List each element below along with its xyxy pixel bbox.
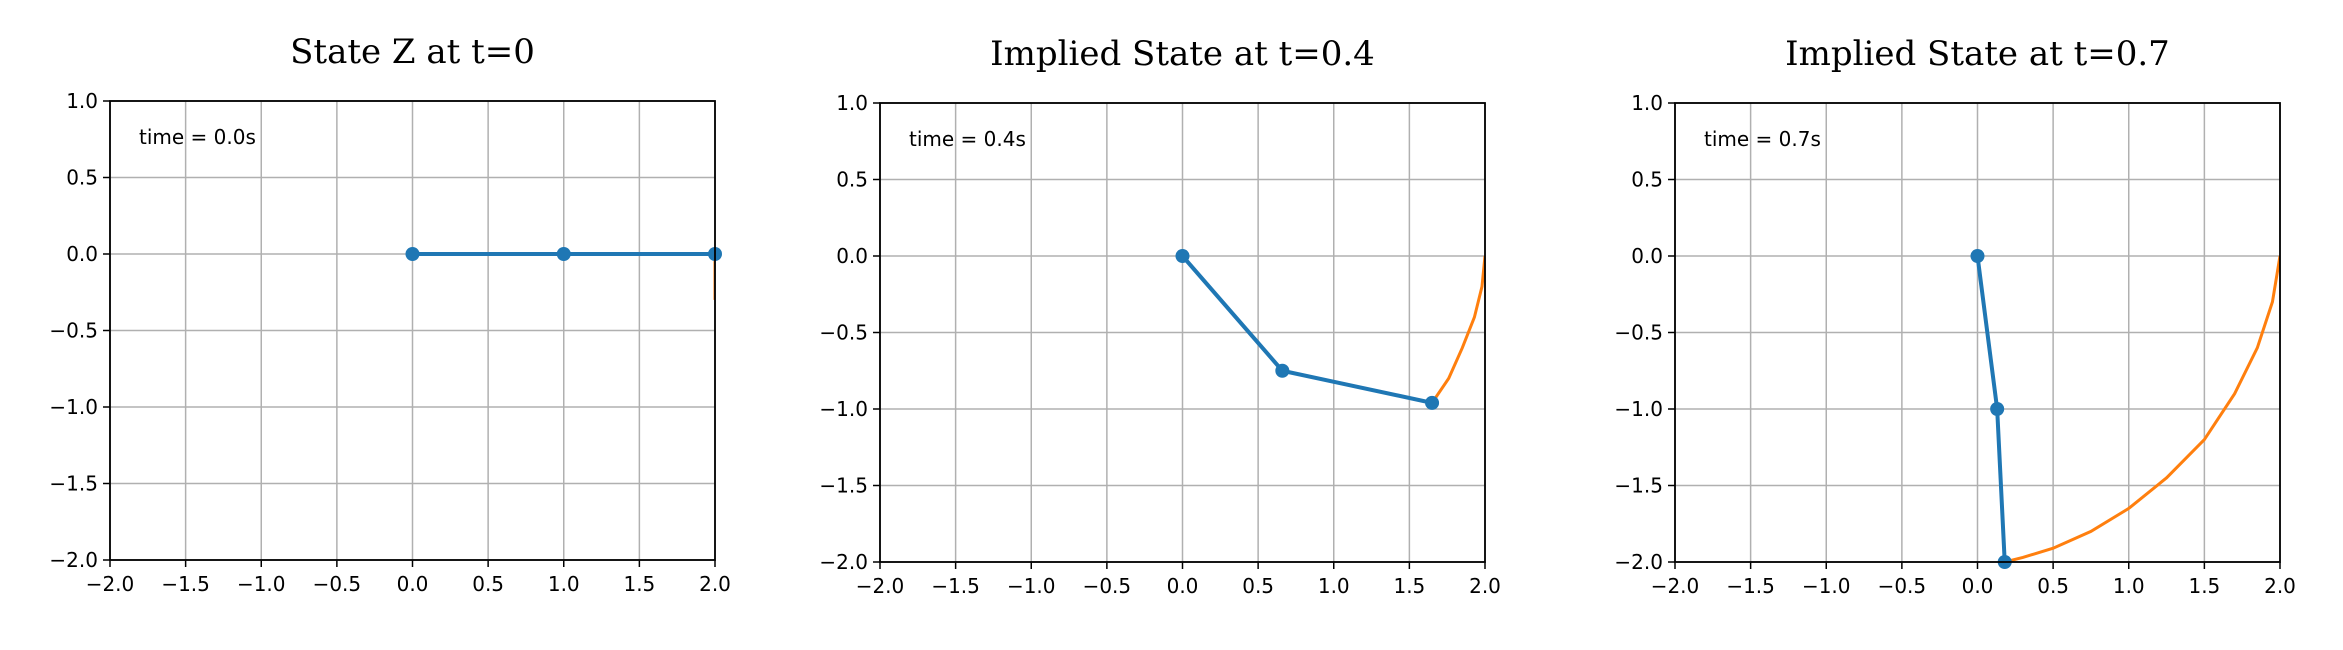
y-tick-label: −1.5	[1614, 474, 1663, 498]
y-tick-label: −0.5	[819, 321, 868, 345]
x-tick-label: 0.5	[472, 572, 504, 596]
y-tick-label: −1.5	[49, 472, 98, 496]
chart-panel-1: −2.0 −1.5 −1.0 −0.5 0.0 0.5 1.0 1.5 2.0 1.0 0.5 0.0…	[49, 32, 730, 596]
time-annotation: time = 0.7s	[1704, 127, 1821, 151]
axes-frame	[109, 100, 716, 561]
chart-panel-3: −2.0 −1.5 −1.0 −0.5 0.0 0.5 1.0 1.5 2.0 1.0 0.5 0.0…	[1614, 34, 2295, 598]
y-tick-label: 0.5	[66, 166, 98, 190]
y-tick-label: 1.0	[66, 89, 98, 113]
x-tick-label: 1.0	[1318, 574, 1350, 598]
y-tick-label: −2.0	[1614, 550, 1663, 574]
y-tick-label: −0.5	[1614, 321, 1663, 345]
axes-frame	[879, 102, 1486, 563]
y-tick-label: −1.0	[819, 397, 868, 421]
x-tick-label: 2.0	[699, 572, 731, 596]
x-tick-label: −2.0	[1651, 574, 1700, 598]
y-tick-label: 0.0	[836, 244, 868, 268]
x-tick-label: −1.5	[931, 574, 980, 598]
x-tick-label: 1.0	[548, 572, 580, 596]
x-tick-label: 0.5	[2037, 574, 2069, 598]
x-tick-label: −0.5	[313, 572, 362, 596]
chart-title: State Z at t=0	[290, 32, 535, 72]
y-tick-label: 0.5	[1631, 168, 1663, 192]
time-annotation: time = 0.0s	[139, 125, 256, 149]
x-tick-label: 0.0	[1962, 574, 1994, 598]
x-tick-label: 1.0	[2113, 574, 2145, 598]
x-tick-label: −1.5	[1726, 574, 1775, 598]
chart-panel-2: −2.0 −1.5 −1.0 −0.5 0.0 0.5 1.0 1.5 2.0 1.0 0.5 0.0…	[819, 34, 1500, 598]
y-tick-label: −2.0	[819, 550, 868, 574]
arm-joint-point	[556, 247, 571, 261]
x-tick-label: 0.0	[397, 572, 429, 596]
arm-joint-point	[1990, 402, 2005, 416]
x-tick-label: −1.5	[161, 572, 210, 596]
x-tick-label: −2.0	[86, 572, 135, 596]
y-tick-label: 1.0	[1631, 91, 1663, 115]
x-tick-label: −1.0	[237, 572, 286, 596]
y-tick-label: 0.5	[836, 168, 868, 192]
trace-line	[1430, 255, 1485, 404]
arm-line	[1180, 254, 1433, 405]
y-tick-label: 1.0	[836, 91, 868, 115]
x-tick-label: −1.0	[1802, 574, 1851, 598]
chart-title: Implied State at t=0.4	[990, 34, 1375, 74]
arm-joint-point	[1970, 249, 1985, 263]
arm-joint-point	[1425, 395, 1440, 410]
chart-title: Implied State at t=0.7	[1785, 34, 2170, 74]
y-tick-label: 0.0	[66, 242, 98, 266]
x-tick-label: −0.5	[1083, 574, 1132, 598]
x-tick-label: 0.5	[1242, 574, 1274, 598]
arm-joint-point	[1175, 249, 1190, 263]
x-tick-label: −0.5	[1878, 574, 1927, 598]
y-tick-label: −0.5	[49, 319, 98, 343]
y-tick-label: −1.0	[49, 395, 98, 419]
x-tick-label: −2.0	[856, 574, 905, 598]
trace-line	[2004, 255, 2280, 562]
y-tick-label: 0.0	[1631, 244, 1663, 268]
x-tick-label: 1.5	[1393, 574, 1425, 598]
y-tick-label: −2.0	[49, 548, 98, 572]
x-tick-label: 2.0	[2264, 574, 2296, 598]
x-tick-label: 1.5	[2188, 574, 2220, 598]
x-tick-label: −1.0	[1007, 574, 1056, 598]
y-tick-label: −1.0	[1614, 397, 1663, 421]
y-tick-label: −1.5	[819, 474, 868, 498]
axes-frame	[1674, 102, 2281, 563]
time-annotation: time = 0.4s	[909, 127, 1026, 151]
arm-joint-point	[405, 247, 420, 261]
x-tick-label: 2.0	[1469, 574, 1501, 598]
arm-joint-point	[1275, 363, 1290, 378]
x-tick-label: 0.0	[1167, 574, 1199, 598]
x-tick-label: 1.5	[623, 572, 655, 596]
